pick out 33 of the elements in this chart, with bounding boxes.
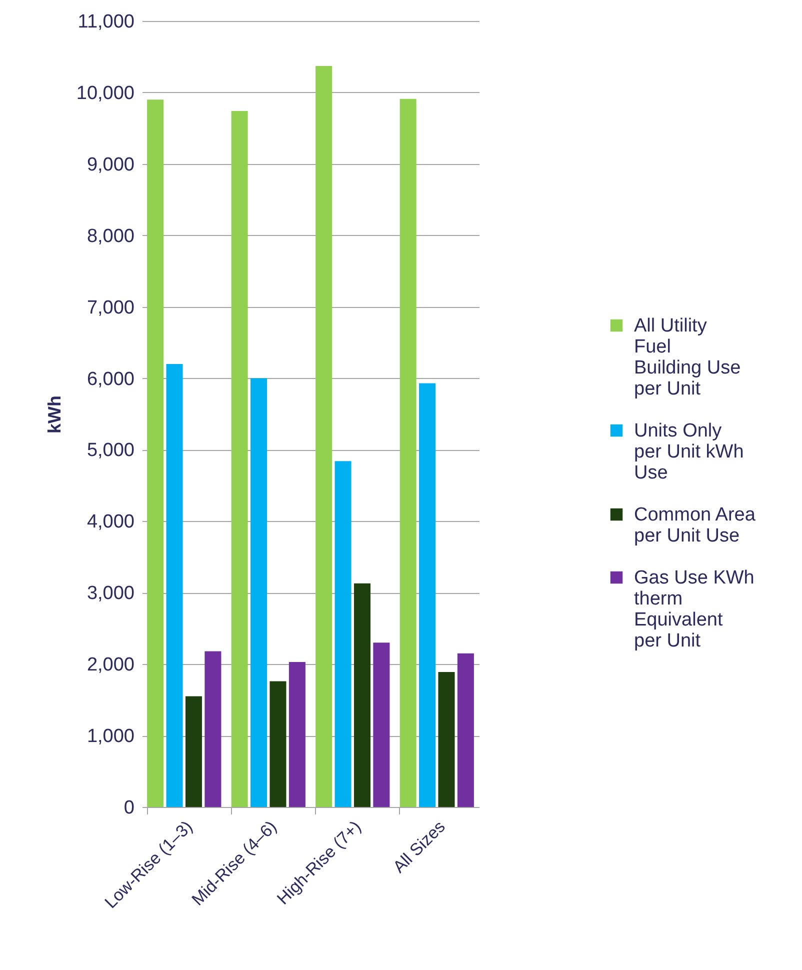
y-tick-label: 5,000 [86,440,134,462]
bar [231,111,248,807]
legend-label: Units Only per Unit kWh Use [634,420,744,484]
bar [204,651,222,807]
y-tick-label: 6,000 [86,368,134,390]
legend-label: All Utility Fuel Building Use per Unit [634,316,741,400]
y-tick-label: 2,000 [86,654,134,676]
bar [250,378,268,807]
y-tick-label: 7,000 [86,297,134,318]
y-tick-label: 10,000 [76,82,134,104]
bar [438,672,455,807]
bar [419,383,436,807]
y-tick-label: 1,000 [86,726,134,748]
bar [354,583,370,807]
bar [316,66,332,807]
y-tick-label: 8,000 [86,226,134,247]
bar [457,653,474,807]
y-tick-label: 9,000 [86,154,134,176]
bar [185,696,202,807]
bar [166,364,183,807]
bar [334,461,352,807]
bar [373,642,390,807]
y-tick-label: 11,000 [78,12,134,32]
bar [288,662,306,807]
bar [400,98,416,807]
y-tick-label: 4,000 [86,512,134,533]
y-tick-label: 3,000 [86,583,134,604]
y-axis-title: kWh [44,396,64,434]
y-tick-label: 0 [124,798,134,818]
legend-label: Gas Use KWh therm Equivalent per Unit [634,568,754,652]
bar [270,681,286,807]
bar [147,100,164,807]
legend-label: Common Area per Unit Use [634,504,756,546]
